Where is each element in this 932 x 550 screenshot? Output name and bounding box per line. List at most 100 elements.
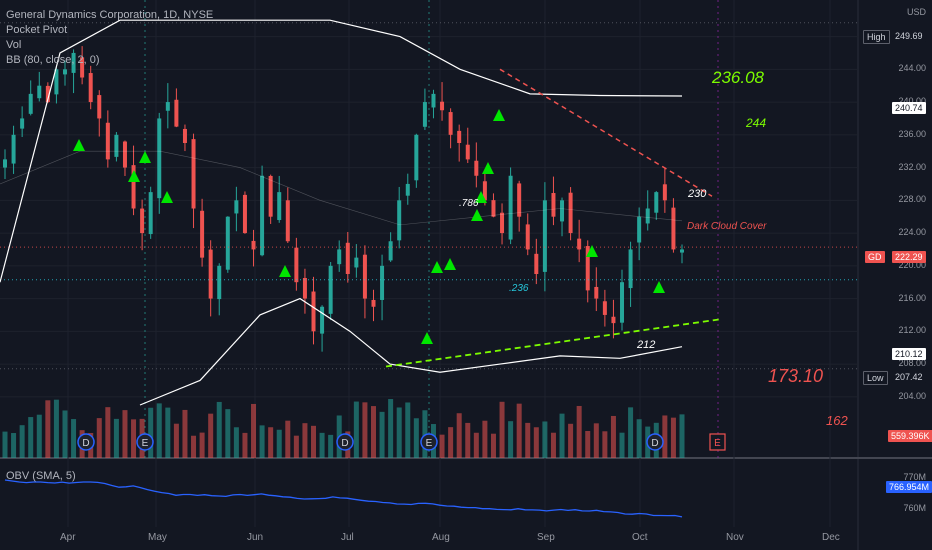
high-value-tag: 249.69: [892, 30, 926, 42]
candle-body: [414, 134, 419, 181]
obv-value-tag: 766.954M: [886, 481, 932, 493]
volume-bar: [71, 419, 77, 458]
symbol-tag: GD: [865, 251, 885, 263]
volume-bar: [251, 403, 257, 458]
price-tick-label: 232.00: [898, 161, 926, 172]
date-label: Dec: [822, 532, 840, 543]
price-tick-label: 204.00: [898, 390, 926, 401]
volume-bar: [45, 400, 51, 458]
candle-body: [311, 291, 316, 332]
candle-body: [105, 122, 110, 160]
volume-bar: [113, 418, 119, 458]
date-label: Apr: [60, 532, 76, 543]
volume-bar: [216, 401, 222, 458]
price-tick-label: 208.00: [898, 358, 926, 369]
event-marker-letter: D: [341, 438, 348, 449]
candle-body: [165, 102, 170, 111]
candle-body: [474, 160, 479, 176]
volume-bar: [516, 403, 522, 458]
volume-bar: [525, 422, 531, 458]
pocket-pivot-triangle: [431, 261, 443, 273]
volume-bar: [122, 410, 128, 458]
volume-bar: [636, 419, 642, 458]
volume-bar: [191, 435, 197, 458]
candle-body: [354, 257, 359, 268]
candle-body: [362, 254, 367, 299]
volume-bar: [242, 432, 248, 458]
candle-body: [208, 249, 213, 299]
candle-body: [680, 249, 684, 253]
candle-body: [320, 306, 325, 334]
volume-bar: [662, 415, 668, 458]
volume-bar: [319, 432, 325, 458]
candle-body: [662, 184, 667, 201]
candle-body: [457, 130, 462, 143]
candle-body: [560, 200, 565, 222]
volume-bar: [293, 435, 299, 458]
annotation-230: 230: [688, 188, 707, 200]
volume-bar: [628, 407, 634, 458]
currency-label: USD: [906, 7, 926, 17]
candle-body: [508, 175, 513, 240]
candle-body: [80, 57, 85, 78]
candle-body: [594, 286, 599, 299]
volume-bar: [610, 415, 616, 458]
volume-bar: [388, 399, 394, 458]
volume-bar: [131, 419, 137, 458]
chart-title[interactable]: General Dynamics Corporation, 1D, NYSE: [6, 9, 214, 21]
earnings-marker: [420, 433, 438, 451]
pocket-pivot-triangle: [161, 191, 173, 203]
pocket-pivot-triangle: [482, 162, 494, 174]
volume-bar: [53, 399, 59, 458]
legend-vol[interactable]: Vol: [6, 39, 22, 51]
candle-body: [422, 102, 427, 127]
annotation-212: 212: [637, 339, 656, 351]
volume-bar: [576, 405, 582, 458]
candle-body: [242, 194, 247, 234]
candle-body: [645, 208, 650, 224]
obv-pane: [4, 479, 683, 518]
candle-body: [491, 200, 496, 217]
price-tick-label: 228.00: [898, 194, 926, 205]
candle-body: [585, 246, 590, 291]
volume-bar: [328, 434, 334, 458]
candle-body: [97, 95, 102, 119]
volume-bar: [568, 423, 574, 458]
candle-body: [371, 299, 376, 307]
candle-body: [440, 101, 445, 111]
candle-body: [611, 316, 616, 324]
candle-body: [551, 193, 556, 217]
date-label: Aug: [432, 532, 450, 543]
date-label: Jul: [341, 532, 354, 543]
candle-body: [182, 128, 187, 143]
candle-body: [148, 192, 153, 235]
annotation-786: .786: [459, 198, 479, 209]
candle-body: [628, 249, 633, 289]
dividend-marker: [77, 433, 95, 451]
obv-legend[interactable]: OBV (SMA, 5): [6, 470, 76, 482]
legend-pocket-pivot[interactable]: Pocket Pivot: [6, 24, 68, 36]
candle-body: [388, 241, 393, 261]
legend-bb[interactable]: BB (80, close, 2, 0): [6, 54, 100, 66]
candle-body: [397, 200, 402, 241]
candle-body: [500, 212, 505, 234]
upcoming-earnings-marker: [709, 433, 726, 451]
volume-bar: [11, 433, 17, 458]
candle-body: [174, 99, 179, 127]
pocket-pivot-triangle: [653, 281, 665, 293]
candle-body: [525, 224, 530, 250]
candle-body: [448, 112, 453, 135]
volume-bar: [482, 420, 488, 458]
volume-bar: [182, 409, 188, 458]
candle-body: [285, 200, 290, 242]
candle-body: [157, 118, 162, 199]
candle-body: [654, 192, 659, 213]
resistance-trendline: [499, 68, 713, 197]
candle-body: [234, 200, 239, 214]
candle-body: [517, 183, 522, 217]
bb-upper-band: [0, 19, 683, 283]
candle-body: [225, 216, 230, 270]
volume-bar: [28, 417, 34, 458]
price-tick-label: 240.00: [898, 96, 926, 106]
